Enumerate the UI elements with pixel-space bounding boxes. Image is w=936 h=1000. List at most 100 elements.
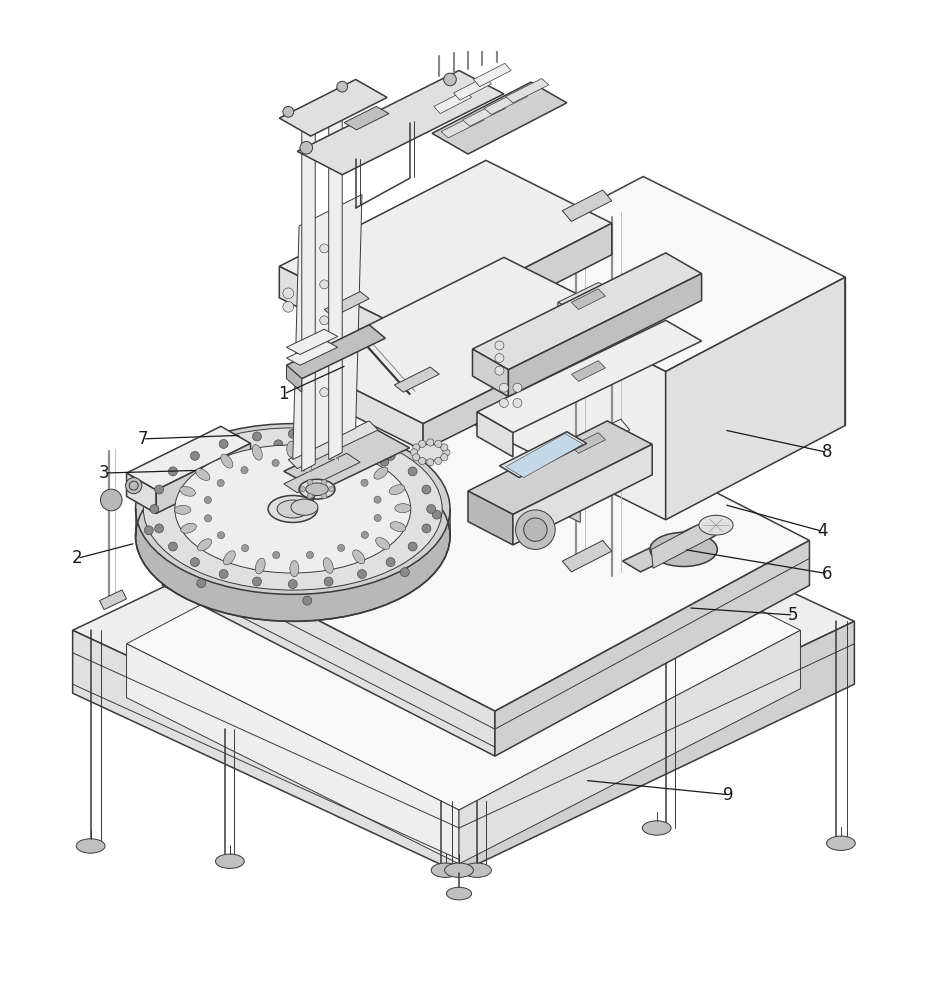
Circle shape [422,524,431,533]
Ellipse shape [196,469,210,480]
Polygon shape [301,118,315,471]
Ellipse shape [350,453,362,467]
Circle shape [302,596,312,605]
Ellipse shape [221,454,233,468]
Ellipse shape [445,863,474,877]
Ellipse shape [215,854,244,868]
Polygon shape [126,644,459,864]
Ellipse shape [180,486,196,496]
Polygon shape [463,271,665,520]
Ellipse shape [320,444,330,460]
Polygon shape [163,370,810,711]
Ellipse shape [699,515,733,535]
Polygon shape [286,325,386,379]
Polygon shape [558,419,630,461]
Circle shape [500,398,508,407]
Circle shape [306,551,314,559]
Circle shape [387,451,395,460]
Polygon shape [126,464,800,810]
Polygon shape [558,356,630,398]
Circle shape [307,480,313,485]
Ellipse shape [431,863,460,877]
Circle shape [320,352,329,361]
Polygon shape [73,442,855,810]
Ellipse shape [290,561,299,577]
Polygon shape [286,329,338,354]
Circle shape [300,393,312,404]
Polygon shape [558,302,580,325]
Circle shape [374,514,381,522]
Polygon shape [558,500,580,522]
Polygon shape [571,361,606,381]
Ellipse shape [395,504,411,513]
Circle shape [168,467,178,476]
Circle shape [358,439,367,448]
Circle shape [125,478,142,494]
Polygon shape [558,426,621,457]
Polygon shape [495,540,810,756]
Text: 5: 5 [788,606,798,624]
Circle shape [413,454,420,461]
Circle shape [253,432,261,441]
Text: 7: 7 [138,430,148,448]
Polygon shape [477,412,513,457]
Polygon shape [665,277,845,520]
Circle shape [337,81,347,92]
Polygon shape [563,190,612,221]
Circle shape [204,496,212,504]
Circle shape [197,579,206,588]
Ellipse shape [197,539,212,551]
Polygon shape [468,421,652,514]
Polygon shape [99,590,126,610]
Text: 1: 1 [279,385,289,403]
Polygon shape [298,257,630,424]
Circle shape [176,468,185,477]
Polygon shape [508,274,702,397]
Circle shape [411,449,417,456]
Polygon shape [459,621,855,873]
Polygon shape [513,444,652,545]
Polygon shape [474,63,511,87]
Circle shape [495,354,504,363]
Polygon shape [505,79,548,103]
Polygon shape [288,421,378,469]
Circle shape [401,568,409,577]
Circle shape [374,496,381,503]
Circle shape [320,280,329,289]
Circle shape [241,466,248,474]
Polygon shape [558,374,580,397]
Circle shape [427,439,434,446]
Circle shape [300,380,312,390]
Ellipse shape [323,558,333,573]
Circle shape [253,577,261,586]
Circle shape [129,481,139,490]
Circle shape [413,444,420,451]
Circle shape [500,383,508,392]
Circle shape [150,504,159,513]
Circle shape [337,466,344,473]
Ellipse shape [175,445,411,573]
Circle shape [274,440,283,449]
Circle shape [324,432,333,441]
Circle shape [283,106,294,117]
Ellipse shape [306,483,329,496]
Polygon shape [324,292,369,317]
Polygon shape [505,434,583,478]
Polygon shape [468,491,513,545]
Polygon shape [558,446,580,469]
Circle shape [306,459,313,466]
Ellipse shape [286,441,296,457]
Ellipse shape [76,839,105,853]
Circle shape [444,73,457,86]
Polygon shape [279,266,405,361]
Ellipse shape [375,537,389,549]
Circle shape [408,542,417,551]
Ellipse shape [291,499,318,515]
Circle shape [320,244,329,253]
Circle shape [418,440,426,447]
Text: 9: 9 [724,786,734,804]
Polygon shape [156,443,251,513]
Circle shape [190,558,199,567]
Ellipse shape [642,821,671,835]
Circle shape [320,388,329,397]
